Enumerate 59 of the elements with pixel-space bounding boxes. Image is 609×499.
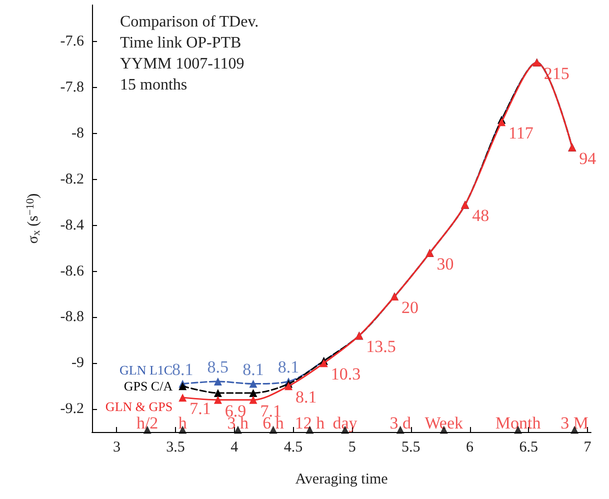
point — [249, 380, 258, 388]
annotation: h — [178, 413, 188, 432]
annotation: Month — [495, 413, 542, 432]
annotation: 8.1 — [172, 360, 194, 379]
x-tick-label: 3.5 — [166, 440, 185, 456]
annotation: 30 — [436, 254, 454, 274]
y-axis-title: σx (s−10) — [24, 193, 42, 244]
annotation: YYMM 1007-1109 — [120, 56, 244, 72]
annotation: 20 — [401, 298, 418, 318]
x-axis-title: Averaging time — [295, 472, 388, 488]
annotation: 8.1 — [242, 360, 264, 379]
annotation: 3 M — [560, 413, 588, 432]
x-tick-label: 3 — [112, 440, 120, 456]
point — [214, 396, 222, 404]
point — [320, 359, 328, 368]
y-tick-label: -7.6 — [60, 34, 84, 50]
annotation: 10.3 — [330, 364, 361, 384]
annotation: 8.5 — [207, 357, 229, 376]
point — [214, 388, 222, 397]
point — [284, 382, 293, 390]
x-tick-label: 6 — [466, 440, 474, 456]
series-label: GLN & GPS — [105, 399, 173, 414]
y-tick-label: -8 — [72, 126, 84, 142]
y-tick-label: -8.8 — [60, 309, 84, 326]
annotation: h/2 — [136, 413, 158, 432]
series-label: GPS C/A — [124, 378, 174, 394]
y-tick-label: -9.2 — [60, 401, 84, 418]
point — [214, 377, 222, 386]
x-tick-label: 4 — [230, 440, 239, 456]
y-tick-label: -8.4 — [60, 217, 84, 234]
x-tick-label: 4.5 — [284, 440, 303, 456]
annotation: 7.1 — [190, 399, 211, 418]
annotation: 12 h — [294, 413, 326, 432]
annotation: 8.1 — [278, 357, 300, 376]
y-tick-label: -8.6 — [60, 263, 84, 280]
annotation: Comparison of TDev. — [120, 14, 259, 30]
annotation: 13.5 — [366, 337, 396, 356]
annotation: 15 months — [120, 76, 188, 94]
point — [178, 394, 187, 402]
annotation: 94 — [579, 148, 597, 168]
annotation: 48 — [472, 206, 490, 226]
x-tick-label: 5 — [348, 440, 356, 456]
y-tick-label: -7.8 — [60, 80, 84, 96]
point — [498, 118, 506, 126]
series-label: GLN L1C — [120, 362, 173, 378]
point — [249, 388, 258, 397]
y-tick-label: -9 — [72, 355, 84, 372]
annotation: day — [332, 413, 358, 432]
annotation: Time link OP-PTB — [120, 34, 242, 52]
annotation: 8.1 — [296, 388, 317, 407]
x-tick-label: 6.5 — [519, 440, 538, 456]
point — [249, 396, 258, 404]
annotation: 3 d — [390, 413, 412, 432]
x-tick-label: 7 — [584, 440, 592, 456]
point — [178, 382, 187, 390]
y-tick-label: -8.2 — [60, 171, 84, 188]
x-tick-label: 5.5 — [402, 440, 420, 456]
annotation: Week — [424, 413, 464, 432]
annotation: 117 — [508, 124, 534, 143]
